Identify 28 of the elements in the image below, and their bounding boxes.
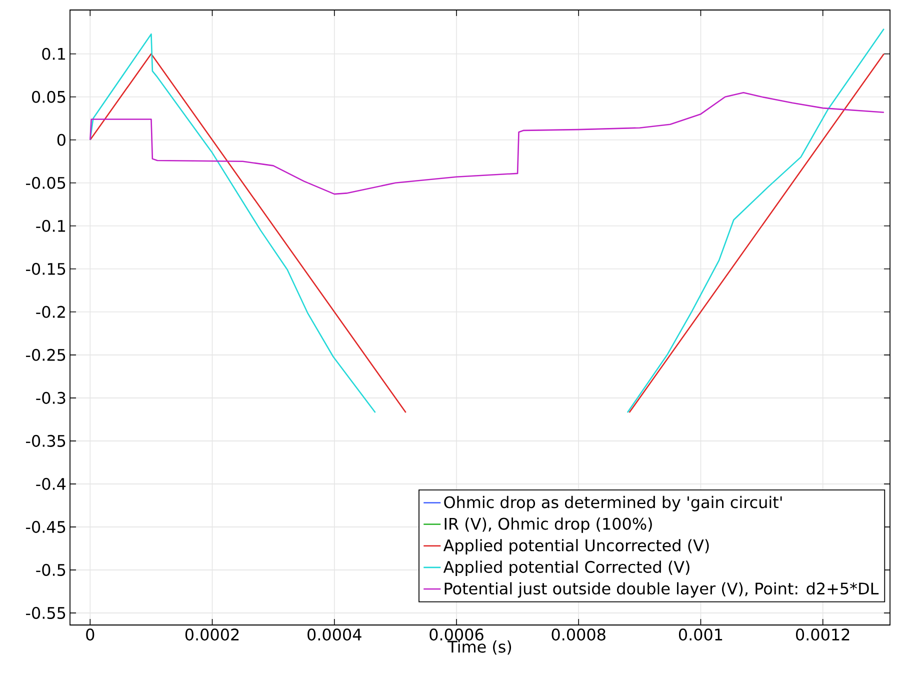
x-tick-label: 0.0004 bbox=[308, 628, 362, 641]
x-axis-title: Time (s) bbox=[448, 640, 512, 655]
y-tick-label: -0.4 bbox=[36, 478, 66, 490]
y-tick-label: -0.55 bbox=[26, 606, 66, 619]
y-tick-label: -0.2 bbox=[36, 306, 65, 318]
y-tick-label: -0.05 bbox=[26, 176, 66, 189]
y-tick-label: -0.3 bbox=[36, 392, 66, 404]
y-tick-label: 0.1 bbox=[42, 48, 66, 60]
y-tick-label: 0.05 bbox=[32, 90, 66, 103]
y-tick-label: -0.25 bbox=[26, 348, 66, 361]
y-tick-label: -0.5 bbox=[36, 564, 66, 576]
y-tick-label: -0.1 bbox=[36, 220, 66, 232]
x-tick-label: 0.0012 bbox=[796, 628, 850, 641]
legend-label: Applied potential Corrected (V) bbox=[443, 560, 690, 576]
x-tick-label: 0.0002 bbox=[185, 628, 239, 641]
y-tick-label: -0.15 bbox=[26, 262, 66, 275]
legend-label: IR (V), Ohmic drop (100%) bbox=[444, 517, 652, 533]
y-tick-label: -0.45 bbox=[26, 520, 66, 533]
legend-label: Applied potential Uncorrected (V) bbox=[443, 539, 709, 554]
y-tick-label: 0 bbox=[57, 134, 66, 146]
x-tick-label: 0 bbox=[86, 628, 94, 641]
x-tick-label: 0.001 bbox=[678, 628, 722, 641]
x-tick-label: 0.0008 bbox=[552, 628, 606, 641]
x-tick-label: 0.0006 bbox=[430, 628, 484, 641]
legend-label: Ohmic drop as determined by 'gain circuit' bbox=[444, 496, 782, 512]
y-tick-label: -0.35 bbox=[26, 434, 66, 447]
line-series bbox=[90, 92, 885, 195]
legend-label: Potential just outside double layer (V), Point: d2+5*DL bbox=[444, 582, 879, 598]
